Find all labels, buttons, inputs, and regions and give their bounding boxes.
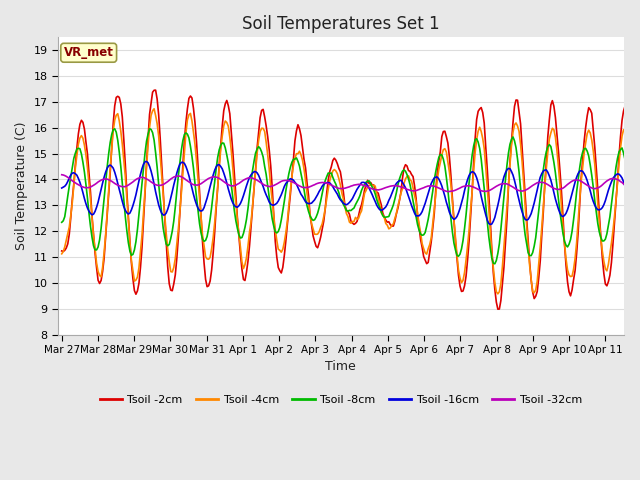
Legend: Tsoil -2cm, Tsoil -4cm, Tsoil -8cm, Tsoil -16cm, Tsoil -32cm: Tsoil -2cm, Tsoil -4cm, Tsoil -8cm, Tsoi… — [95, 391, 586, 409]
Text: VR_met: VR_met — [64, 46, 114, 59]
X-axis label: Time: Time — [326, 360, 356, 373]
Y-axis label: Soil Temperature (C): Soil Temperature (C) — [15, 121, 28, 250]
Title: Soil Temperatures Set 1: Soil Temperatures Set 1 — [242, 15, 440, 33]
